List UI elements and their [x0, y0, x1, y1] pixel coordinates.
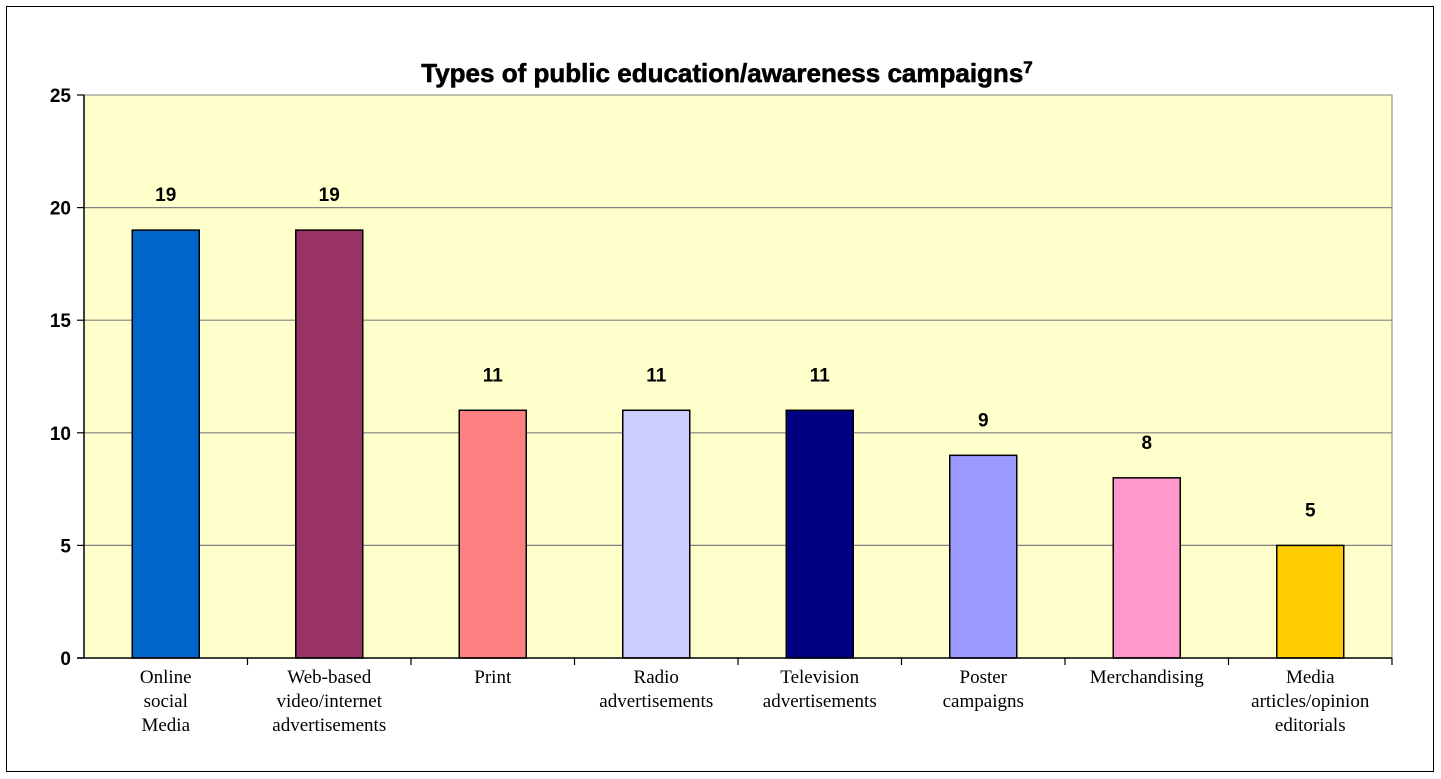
x-tick-label: Poster campaigns — [943, 667, 1024, 712]
x-tick-label-line: Print — [474, 667, 512, 688]
bar — [622, 409, 691, 659]
x-tick-label-line: Web-based — [287, 667, 371, 688]
chart-title: Types of public education/awareness camp… — [421, 58, 1033, 88]
x-tick-label-line: editorials — [1275, 715, 1346, 736]
y-axis: 0 5 10 15 20 25 — [50, 86, 85, 670]
x-tick-label: Online social Media — [140, 667, 192, 736]
bar — [785, 409, 854, 659]
data-label: 19 — [155, 185, 176, 206]
x-tick-label: Print — [474, 667, 512, 688]
x-tick-label: Web-based video/internet advertisements — [272, 667, 386, 736]
x-tick-label-line: advertisements — [763, 691, 877, 712]
x-tick-label-line: advertisements — [599, 691, 713, 712]
x-tick-label-line: video/internet — [276, 691, 382, 712]
x-tick-label-line: Television — [780, 667, 859, 688]
x-tick-label-line: articles/opinion — [1251, 691, 1370, 712]
data-label: 11 — [810, 365, 831, 386]
bar — [295, 229, 364, 659]
bars — [131, 229, 1345, 659]
x-tick-label: Television advertisements — [763, 667, 877, 712]
x-tick-label-line: Merchandising — [1090, 667, 1204, 688]
x-tick-label-line: Online — [140, 667, 192, 688]
data-label: 9 — [978, 410, 989, 431]
bar — [949, 454, 1018, 659]
y-tick-label: 15 — [50, 311, 72, 332]
data-label: 8 — [1141, 433, 1152, 454]
chart-title-main: Types of public education/awareness camp… — [421, 58, 1023, 88]
x-tick-label-line: advertisements — [272, 715, 386, 736]
bar — [1112, 477, 1181, 659]
y-tick-label: 5 — [60, 536, 71, 557]
data-label: 5 — [1305, 500, 1316, 521]
y-tick-label: 0 — [60, 649, 71, 670]
bar — [131, 229, 200, 659]
x-axis: Online social Media Web-based video/internet… — [77, 657, 1393, 736]
bar — [1276, 544, 1345, 659]
x-tick-label-line: Poster — [960, 667, 1008, 688]
x-tick-label: Media articles/opinion editorials — [1251, 667, 1370, 736]
y-tick-label: 25 — [50, 86, 72, 107]
plot-area — [83, 94, 1393, 659]
chart-title-superscript: 7 — [1023, 58, 1032, 77]
y-tick-label: 20 — [50, 199, 71, 220]
data-labels: 19 19 11 11 11 9 8 5 — [155, 185, 1316, 521]
y-tick-label: 10 — [50, 424, 71, 445]
x-tick-label-line: social — [144, 691, 188, 712]
data-label: 11 — [483, 365, 504, 386]
data-label: 11 — [646, 365, 667, 386]
x-tick-label-line: campaigns — [943, 691, 1024, 712]
x-tick-label: Merchandising — [1090, 667, 1204, 688]
x-tick-label: Radio advertisements — [599, 667, 713, 712]
x-tick-label-line: Media — [1286, 667, 1335, 688]
x-tick-label-line: Radio — [634, 667, 679, 688]
x-tick-label-line: Media — [141, 715, 190, 736]
data-label: 19 — [319, 185, 340, 206]
bar — [458, 409, 527, 659]
